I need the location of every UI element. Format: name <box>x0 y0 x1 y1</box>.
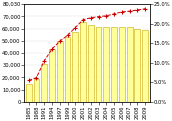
Bar <box>127 27 133 102</box>
Bar <box>72 32 78 102</box>
Bar <box>41 64 47 102</box>
Bar <box>142 30 148 102</box>
Bar <box>88 25 94 102</box>
Bar <box>26 84 32 102</box>
Bar <box>96 27 101 102</box>
Bar <box>135 29 140 102</box>
Bar <box>65 37 71 102</box>
Bar <box>103 27 109 102</box>
Bar <box>57 41 63 102</box>
Bar <box>111 27 117 102</box>
Bar <box>49 49 55 102</box>
Bar <box>119 27 125 102</box>
Bar <box>34 79 39 102</box>
Bar <box>80 22 86 102</box>
